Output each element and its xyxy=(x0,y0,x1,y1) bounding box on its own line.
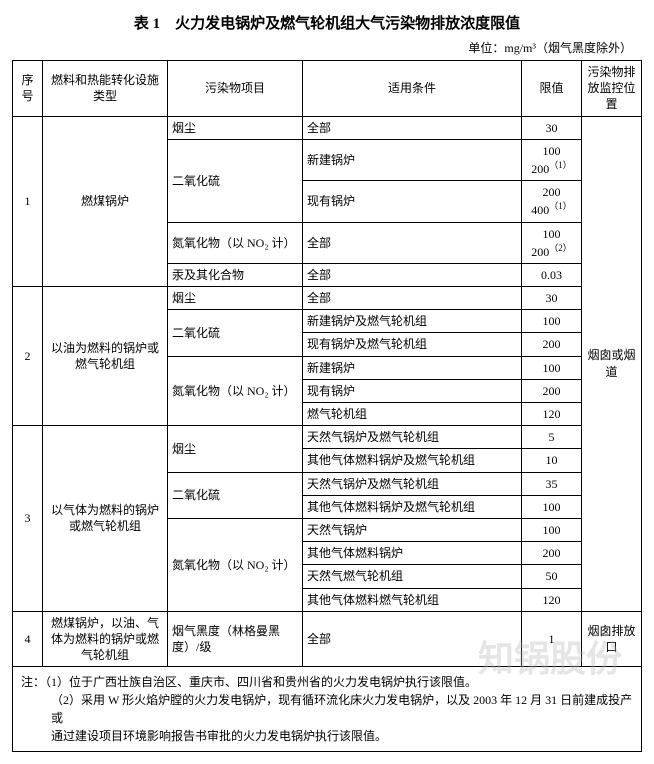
note-2a: （2）采用 W 形火焰炉膛的火力发电锅炉，现有循环流化床火力发电锅炉，以及 20… xyxy=(21,691,633,727)
hdr-condition: 适用条件 xyxy=(303,61,522,117)
cell-limit: 35 xyxy=(522,472,582,495)
cell-limit: 100 xyxy=(522,356,582,379)
cell-pollutant: 烟尘 xyxy=(168,287,303,310)
cell-condition: 全部 xyxy=(303,263,522,286)
cell-limit: 100 xyxy=(522,518,582,541)
table-row: 4 燃煤锅炉，以油、气体为燃料的锅炉或燃气轮机组 烟气黑度（林格曼黑度）/级 全… xyxy=(13,611,642,667)
cell-condition: 新建锅炉及燃气轮机组 xyxy=(303,310,522,333)
cell-pollutant: 二氧化硫 xyxy=(168,139,303,222)
table-row: 3 以气体为燃料的锅炉或燃气轮机组 烟尘 天然气锅炉及燃气轮机组 5 xyxy=(13,426,642,449)
cell-condition: 现有锅炉 xyxy=(303,379,522,402)
note-prefix: 注： xyxy=(21,675,45,689)
hdr-fuel: 燃料和热能转化设施类型 xyxy=(43,61,168,117)
cell-condition: 新建锅炉 xyxy=(303,356,522,379)
cell-fuel: 燃煤锅炉，以油、气体为燃料的锅炉或燃气轮机组 xyxy=(43,611,168,667)
cell-condition: 其他气体燃料锅炉及燃气轮机组 xyxy=(303,449,522,472)
table-header-row: 序号 燃料和热能转化设施类型 污染物项目 适用条件 限值 污染物排放监控位置 xyxy=(13,61,642,117)
unit-label: 单位：mg/m³（烟气黑度除外） xyxy=(12,39,642,56)
hdr-pollutant: 污染物项目 xyxy=(168,61,303,117)
cell-pollutant: 汞及其化合物 xyxy=(168,263,303,286)
cell-idx: 3 xyxy=(13,426,43,612)
table-title: 表 1 火力发电锅炉及燃气轮机组大气污染物排放浓度限值 xyxy=(12,12,642,33)
cell-condition: 其他气体燃料燃气轮机组 xyxy=(303,588,522,611)
cell-condition: 其他气体燃料锅炉 xyxy=(303,542,522,565)
cell-pollutant: 烟尘 xyxy=(168,426,303,472)
cell-limit: 50 xyxy=(522,565,582,588)
cell-limit: 120 xyxy=(522,588,582,611)
cell-pollutant: 二氧化硫 xyxy=(168,472,303,518)
cell-condition: 全部 xyxy=(303,116,522,139)
cell-fuel: 以气体为燃料的锅炉或燃气轮机组 xyxy=(43,426,168,612)
table-row: 2 以油为燃料的锅炉或燃气轮机组 烟尘 全部 30 xyxy=(13,287,642,310)
cell-monitor: 烟囱或烟道 xyxy=(582,116,642,611)
note-1: （1）位于广西壮族自治区、重庆市、四川省和贵州省的火力发电锅炉执行该限值。 xyxy=(45,675,477,689)
cell-limit: 100200（2） xyxy=(522,222,582,263)
cell-idx: 4 xyxy=(13,611,43,667)
note-2b: 通过建设项目环境影响报告书审批的火力发电锅炉执行该限值。 xyxy=(21,727,633,745)
cell-limit: 100 xyxy=(522,310,582,333)
cell-limit: 100 xyxy=(522,495,582,518)
cell-limit: 120 xyxy=(522,403,582,426)
cell-pollutant: 烟尘 xyxy=(168,116,303,139)
cell-condition: 天然气锅炉及燃气轮机组 xyxy=(303,426,522,449)
cell-condition: 全部 xyxy=(303,611,522,667)
cell-condition: 现有锅炉 xyxy=(303,181,522,222)
cell-limit: 1 xyxy=(522,611,582,667)
table-row: 1 燃煤锅炉 烟尘 全部 30 烟囱或烟道 xyxy=(13,116,642,139)
cell-idx: 2 xyxy=(13,287,43,426)
emission-table: 序号 燃料和热能转化设施类型 污染物项目 适用条件 限值 污染物排放监控位置 1… xyxy=(12,60,642,667)
cell-limit: 10 xyxy=(522,449,582,472)
hdr-limit: 限值 xyxy=(522,61,582,117)
cell-condition: 全部 xyxy=(303,222,522,263)
cell-condition: 其他气体燃料锅炉及燃气轮机组 xyxy=(303,495,522,518)
cell-limit: 200 xyxy=(522,379,582,402)
cell-monitor: 烟囱排放口 xyxy=(582,611,642,667)
cell-condition: 全部 xyxy=(303,287,522,310)
cell-fuel: 以油为燃料的锅炉或燃气轮机组 xyxy=(43,287,168,426)
cell-limit: 200 xyxy=(522,542,582,565)
cell-pollutant: 氮氧化物（以 NO₂ 计） xyxy=(168,222,303,263)
cell-condition: 天然气锅炉 xyxy=(303,518,522,541)
cell-limit: 0.03 xyxy=(522,263,582,286)
cell-limit: 30 xyxy=(522,287,582,310)
cell-limit: 100200（1） xyxy=(522,139,582,180)
cell-limit: 200400（1） xyxy=(522,181,582,222)
cell-condition: 燃气轮机组 xyxy=(303,403,522,426)
cell-condition: 天然气燃气轮机组 xyxy=(303,565,522,588)
hdr-monitor: 污染物排放监控位置 xyxy=(582,61,642,117)
cell-condition: 现有锅炉及燃气轮机组 xyxy=(303,333,522,356)
cell-idx: 1 xyxy=(13,116,43,287)
hdr-idx: 序号 xyxy=(13,61,43,117)
cell-condition: 新建锅炉 xyxy=(303,139,522,180)
cell-limit: 30 xyxy=(522,116,582,139)
cell-pollutant: 氮氧化物（以 NO₂ 计） xyxy=(168,356,303,426)
cell-limit: 5 xyxy=(522,426,582,449)
cell-pollutant: 氮氧化物（以 NO₂ 计） xyxy=(168,518,303,611)
cell-condition: 天然气锅炉及燃气轮机组 xyxy=(303,472,522,495)
cell-limit: 200 xyxy=(522,333,582,356)
cell-pollutant: 烟气黑度（林格曼黑度）/级 xyxy=(168,611,303,667)
cell-fuel: 燃煤锅炉 xyxy=(43,116,168,287)
footnote-block: 注：（1）位于广西壮族自治区、重庆市、四川省和贵州省的火力发电锅炉执行该限值。 … xyxy=(12,667,642,752)
cell-pollutant: 二氧化硫 xyxy=(168,310,303,356)
